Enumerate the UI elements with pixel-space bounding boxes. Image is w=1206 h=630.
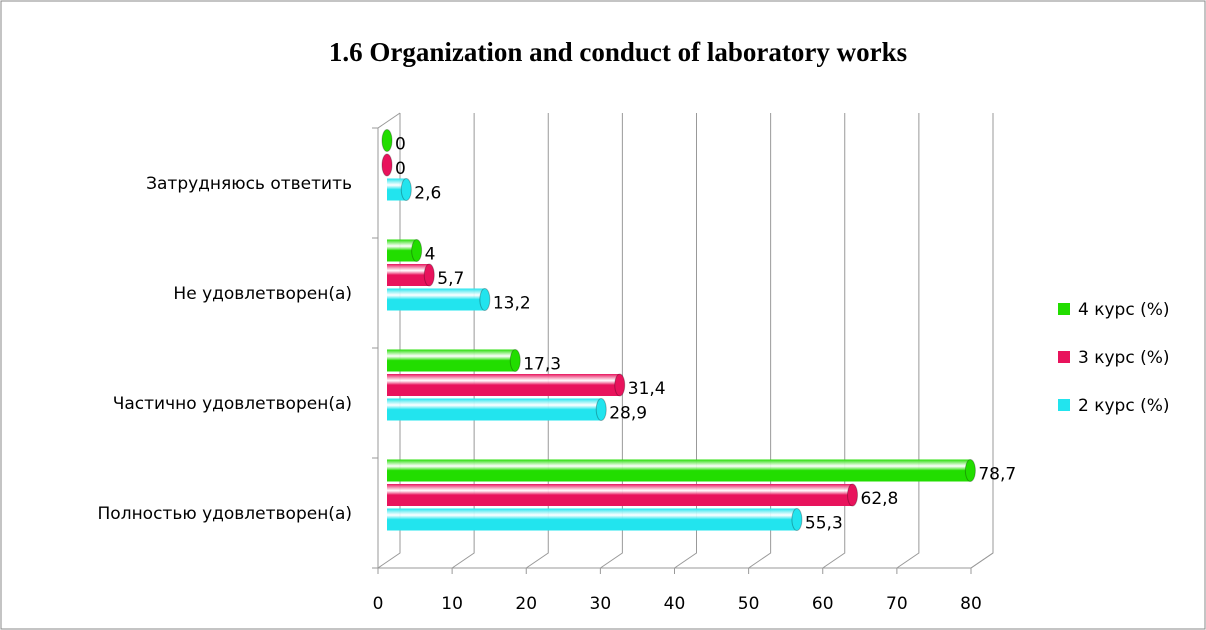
- grid-line: [748, 113, 772, 569]
- bar: [387, 349, 516, 372]
- bar: [387, 484, 853, 506]
- data-label: 31,4: [628, 379, 666, 399]
- bar: [387, 374, 620, 396]
- bar-cap: [411, 239, 423, 262]
- x-tick-label: 50: [738, 594, 760, 614]
- data-label: 78,7: [978, 465, 1016, 485]
- data-label: 55,3: [805, 514, 843, 534]
- bar-cap: [595, 398, 607, 421]
- legend-swatch: [1058, 303, 1070, 315]
- bar: [387, 398, 602, 421]
- data-label: 62,8: [861, 489, 899, 509]
- bar-cap: [381, 129, 393, 152]
- bar-cap: [964, 459, 976, 482]
- bar-cap: [400, 178, 412, 201]
- bar: [387, 178, 407, 201]
- bar-cap: [791, 508, 803, 531]
- grid-line: [970, 113, 994, 569]
- legend-label: 4 курс (%): [1078, 300, 1170, 320]
- bar: [387, 459, 971, 482]
- data-label: 5,7: [437, 269, 464, 289]
- data-label: 4: [425, 245, 436, 265]
- legend-swatch: [1058, 351, 1070, 363]
- data-label: 28,9: [609, 404, 647, 424]
- category-label: Не удовлетворен(а): [173, 284, 352, 304]
- data-label: 2,6: [414, 184, 441, 204]
- bar-cap: [381, 153, 393, 177]
- x-tick-label: 0: [373, 594, 384, 614]
- grid-line: [525, 113, 549, 569]
- bar-cap: [423, 263, 435, 287]
- x-tick-label: 80: [960, 594, 982, 614]
- grid-line: [451, 113, 475, 569]
- grid-line: [822, 113, 846, 569]
- data-label: 13,2: [493, 294, 531, 314]
- bar-cap: [479, 288, 491, 311]
- legend-swatch: [1058, 399, 1070, 411]
- data-label: 0: [395, 159, 406, 179]
- category-label: Затрудняюсь ответить: [146, 174, 352, 194]
- category-label: Полностью удовлетворен(а): [98, 504, 352, 524]
- x-tick-label: 60: [812, 594, 834, 614]
- x-tick-label: 10: [441, 594, 463, 614]
- bar: [387, 264, 430, 286]
- bar-cap: [509, 349, 521, 372]
- bar: [387, 508, 797, 531]
- category-label: Частично удовлетворен(а): [113, 394, 352, 414]
- axis-line: [377, 112, 401, 129]
- x-tick-label: 30: [590, 594, 612, 614]
- bar-cap: [847, 483, 859, 507]
- legend-label: 2 курс (%): [1078, 396, 1170, 416]
- grid-line: [896, 113, 920, 569]
- bar-cap: [614, 373, 626, 397]
- legend-label: 3 курс (%): [1078, 348, 1170, 368]
- x-tick-label: 20: [515, 594, 537, 614]
- grid-line: [674, 113, 697, 569]
- data-label: 17,3: [523, 355, 561, 375]
- bar: [387, 239, 417, 262]
- data-label: 0: [395, 135, 406, 155]
- bar: [387, 288, 485, 311]
- x-tick-label: 70: [886, 594, 908, 614]
- chart-title: 1.6 Organization and conduct of laborato…: [329, 37, 907, 67]
- x-tick-label: 40: [664, 594, 686, 614]
- grid-line: [600, 113, 623, 569]
